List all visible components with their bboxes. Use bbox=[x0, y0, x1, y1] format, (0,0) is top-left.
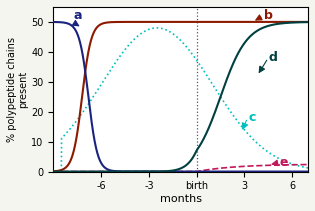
X-axis label: months: months bbox=[160, 194, 202, 204]
Text: d: d bbox=[269, 51, 278, 64]
Y-axis label: % polypeptide chains
present: % polypeptide chains present bbox=[7, 37, 29, 142]
Text: b: b bbox=[264, 9, 273, 22]
Text: c: c bbox=[249, 111, 256, 124]
Text: a: a bbox=[73, 9, 82, 22]
Text: e: e bbox=[280, 156, 289, 169]
